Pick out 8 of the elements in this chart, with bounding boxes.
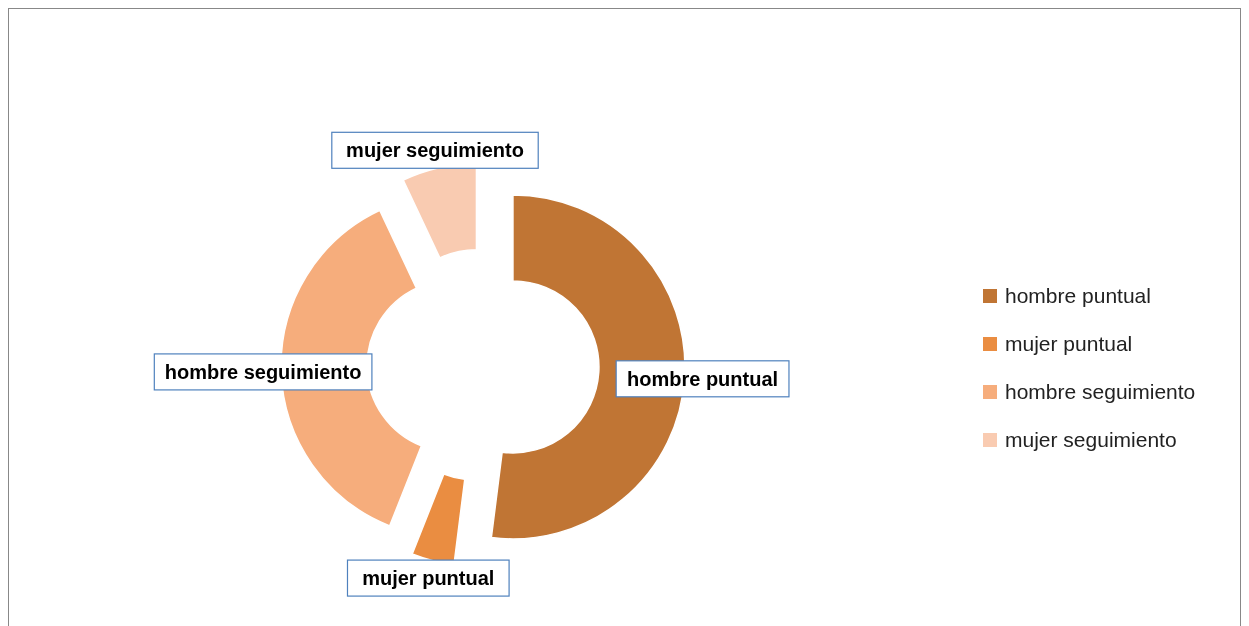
legend-label: mujer puntual — [1005, 332, 1133, 355]
legend-label: hombre seguimiento — [1005, 380, 1196, 403]
legend-label: mujer seguimiento — [1005, 428, 1177, 451]
legend-label: hombre puntual — [1005, 284, 1151, 307]
slice-label: mujer seguimiento — [346, 139, 524, 162]
slice-label: hombre seguimiento — [164, 360, 362, 383]
slice-label: hombre puntual — [627, 367, 779, 390]
slice-label: mujer puntual — [362, 567, 495, 590]
